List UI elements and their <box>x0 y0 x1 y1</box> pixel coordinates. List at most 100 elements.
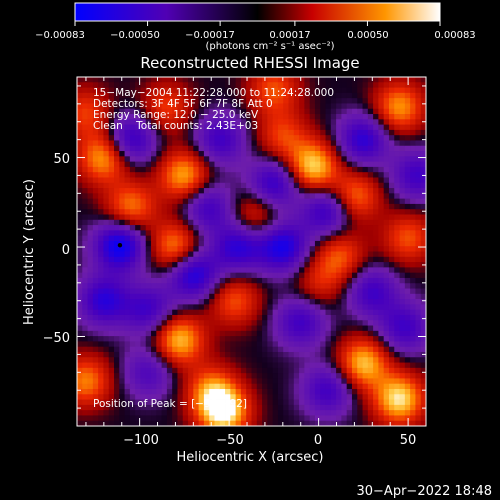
heatmap-cell <box>367 156 374 163</box>
heatmap-cell <box>124 373 131 379</box>
heatmap-cell <box>203 172 210 178</box>
heatmap-cell <box>330 267 337 274</box>
heatmap-cell <box>240 267 247 274</box>
heatmap-cell <box>388 161 395 168</box>
heatmap-cell <box>420 299 427 305</box>
heatmap-cell <box>304 230 311 237</box>
heatmap-cell <box>320 98 326 104</box>
heatmap-cell <box>193 262 200 268</box>
heatmap-cell <box>383 240 390 247</box>
heatmap-cell <box>82 230 88 237</box>
heatmap-cell <box>267 135 274 141</box>
heatmap-cell <box>415 251 422 258</box>
heatmap-cell <box>304 182 311 189</box>
heatmap-cell <box>114 293 120 300</box>
heatmap-cell <box>246 373 252 379</box>
heatmap-cell <box>420 246 427 252</box>
heatmap-cell <box>214 161 221 168</box>
heatmap-cell <box>214 383 221 390</box>
heatmap-cell <box>114 367 120 374</box>
heatmap-cell <box>362 114 369 120</box>
heatmap-cell <box>198 214 205 221</box>
heatmap-cell <box>119 219 125 226</box>
heatmap-cell <box>225 362 231 369</box>
heatmap-cell <box>103 399 110 406</box>
heatmap-cell <box>225 351 231 358</box>
heatmap-cell <box>378 114 385 120</box>
heatmap-cell <box>293 193 300 200</box>
heatmap-cell <box>151 119 157 125</box>
heatmap-cell <box>82 151 88 157</box>
heatmap-cell <box>373 325 379 332</box>
heatmap-cell <box>277 82 284 88</box>
heatmap-cell <box>82 172 88 178</box>
heatmap-cell <box>299 272 305 279</box>
heatmap-cell <box>135 330 141 337</box>
heatmap-cell <box>404 367 411 374</box>
heatmap-cell <box>225 320 231 326</box>
heatmap-cell <box>193 214 200 221</box>
heatmap-cell <box>378 420 385 427</box>
heatmap-cell <box>367 193 374 200</box>
heatmap-cell <box>188 299 194 305</box>
heatmap-cell <box>341 410 348 416</box>
heatmap-cell <box>299 399 305 406</box>
heatmap-cell <box>82 288 88 295</box>
heatmap-cell <box>309 182 316 189</box>
heatmap-cell <box>314 188 321 194</box>
heatmap-cell <box>214 336 221 342</box>
heatmap-cell <box>420 325 427 332</box>
heatmap-cell <box>129 103 136 110</box>
heatmap-cell <box>309 172 316 178</box>
heatmap-cell <box>98 145 104 152</box>
heatmap-cell <box>404 182 411 189</box>
heatmap-cell <box>394 341 400 348</box>
heatmap-cell <box>341 209 348 215</box>
heatmap-cell <box>92 362 99 369</box>
heatmap-cell <box>209 314 215 321</box>
heatmap-cell <box>388 314 395 321</box>
heatmap-cell <box>351 304 358 311</box>
heatmap-cell <box>246 87 252 94</box>
heatmap-cell <box>272 346 279 353</box>
heatmap-cell <box>299 230 305 237</box>
heatmap-cell <box>277 193 284 200</box>
heatmap-cell <box>325 135 332 141</box>
heatmap-cell <box>182 404 189 411</box>
heatmap-cell <box>293 351 300 358</box>
heatmap-cell <box>351 214 358 221</box>
heatmap-cell <box>77 378 83 385</box>
heatmap-cell <box>288 346 295 353</box>
heatmap-cell <box>251 341 258 348</box>
heatmap-cell <box>325 198 332 205</box>
heatmap-cell <box>135 240 141 247</box>
heatmap-cell <box>309 362 316 369</box>
heatmap-cell <box>82 235 88 242</box>
heatmap-cell <box>404 209 411 215</box>
heatmap-cell <box>293 219 300 226</box>
heatmap-cell <box>330 277 337 284</box>
heatmap-cell <box>420 135 427 141</box>
heatmap-cell <box>320 410 326 416</box>
heatmap-cell <box>320 373 326 379</box>
heatmap-cell <box>198 267 205 274</box>
heatmap-cell <box>230 277 237 284</box>
heatmap-cell <box>404 262 411 268</box>
heatmap-cell <box>161 314 168 321</box>
heatmap-cell <box>108 103 115 110</box>
heatmap-cell <box>293 209 300 215</box>
heatmap-cell <box>362 394 369 400</box>
heatmap-cell <box>299 394 305 400</box>
heatmap-cell <box>256 129 263 136</box>
heatmap-cell <box>114 225 120 231</box>
heatmap-cell <box>103 172 110 178</box>
heatmap-cell <box>288 404 295 411</box>
heatmap-cell <box>230 82 237 88</box>
heatmap-cell <box>240 193 247 200</box>
heatmap-cell <box>351 166 358 173</box>
heatmap-cell <box>240 166 247 173</box>
heatmap-cell <box>262 172 268 178</box>
heatmap-cell <box>124 262 131 268</box>
heatmap-cell <box>92 367 99 374</box>
heatmap-cell <box>140 214 147 221</box>
